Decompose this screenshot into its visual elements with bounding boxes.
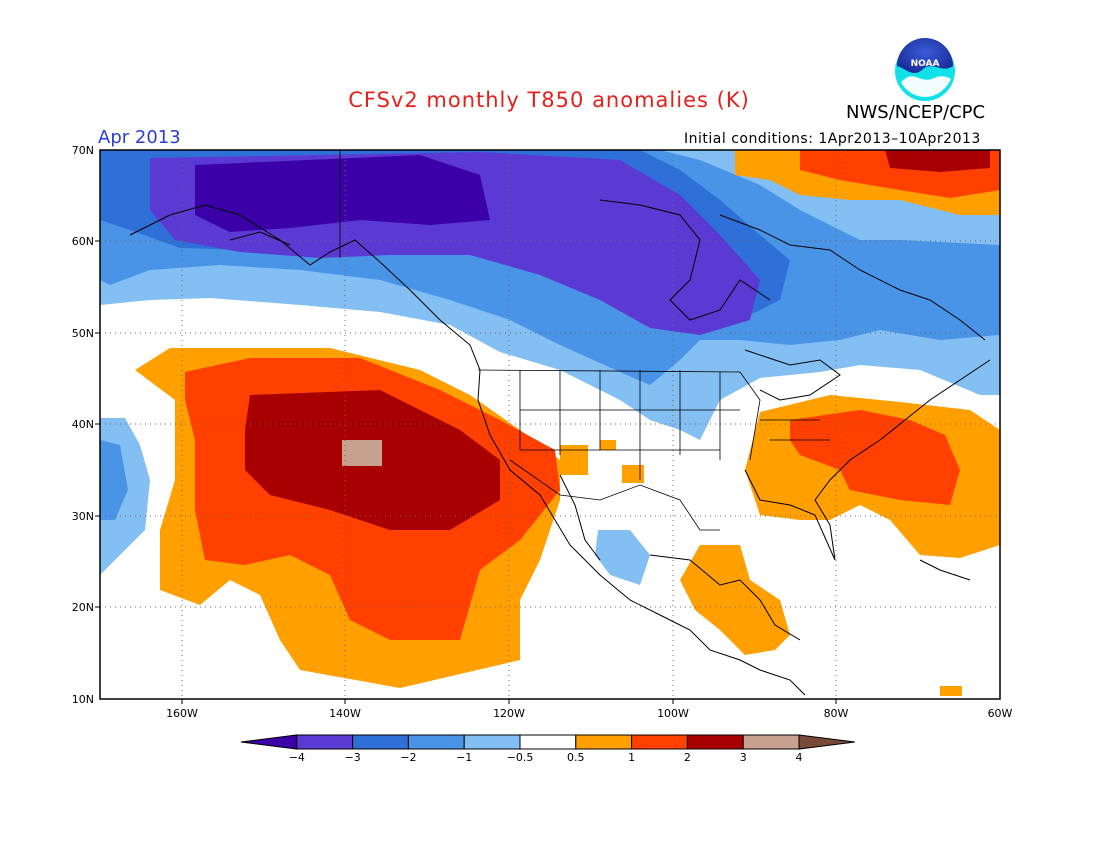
lon-label-160w: 160W [166, 707, 198, 720]
lon-label-80w: 80W [824, 707, 849, 720]
lat-label-60n: 60N [72, 235, 94, 248]
colorbar-tick-label: −4 [289, 751, 305, 764]
org-label: NWS/NCEP/CPC [846, 102, 986, 123]
colorbar-tick-label: −3 [344, 751, 360, 764]
initial-conditions-label: Initial conditions: 1Apr2013–10Apr2013 [684, 131, 981, 147]
colorbar-arrow-high [798, 734, 855, 750]
colorbar-tick-label: −1 [456, 751, 472, 764]
noaa-logo: NOAA [895, 38, 955, 101]
colorbar-swatch [407, 734, 465, 750]
colorbar-tick-label: 2 [684, 751, 691, 764]
lat-label-40n: 40N [72, 418, 94, 431]
period-label: Apr 2013 [98, 127, 181, 148]
colorbar-swatch [575, 734, 633, 750]
lat-label-70n: 70N [72, 144, 94, 157]
colorbar-swatch [463, 734, 521, 750]
lon-label-100w: 100W [657, 707, 689, 720]
warm-pacific-peak [342, 440, 382, 466]
chart-title: CFSv2 monthly T850 anomalies (K) [348, 88, 750, 112]
colorbar-swatch [352, 734, 409, 750]
cold-patch-mexico [595, 530, 650, 585]
colorbar-swatch [296, 734, 354, 750]
colorbar-tick-label: −2 [400, 751, 416, 764]
lon-label-140w: 140W [329, 707, 361, 720]
colorbar-arrow-low [240, 734, 298, 750]
lat-label-30n: 30N [72, 510, 94, 523]
map-gridlines [100, 150, 1000, 699]
cold-patch-west-mid [100, 440, 128, 520]
noaa-logo-text: NOAA [911, 59, 940, 69]
colorbar-tick-label: 3 [740, 751, 747, 764]
warm-mexico [680, 545, 790, 655]
lon-label-120w: 120W [493, 707, 525, 720]
colorbar-tick-label: 1 [628, 751, 635, 764]
colorbar-tick-label: −0.5 [507, 751, 534, 764]
lat-label-20n: 20N [72, 601, 94, 614]
lon-label-60w: 60W [988, 707, 1013, 720]
longitude-axis: 160W 140W 120W 100W 80W 60W [166, 707, 1012, 720]
coastlines [129, 199, 991, 696]
latitude-axis: 70N 60N 50N 40N 30N 20N 10N [72, 144, 94, 706]
political-borders [339, 150, 830, 531]
colorbar-swatch [519, 734, 577, 750]
colorbar: −4 −3 −2 −1 −0.5 0.5 1 2 3 4 [240, 734, 855, 764]
lat-label-10n: 10N [72, 693, 94, 706]
colorbar-tick-label: 0.5 [567, 751, 585, 764]
colorbar-swatch [686, 734, 744, 750]
warm-north-core [885, 150, 990, 172]
colorbar-tick-label: 4 [796, 751, 803, 764]
anomaly-field [100, 150, 1000, 699]
warm-atlantic-inner [790, 410, 960, 505]
cold-core [195, 155, 490, 232]
colorbar-swatch [742, 734, 800, 750]
lat-label-50n: 50N [72, 327, 94, 340]
colorbar-swatch [631, 734, 688, 750]
